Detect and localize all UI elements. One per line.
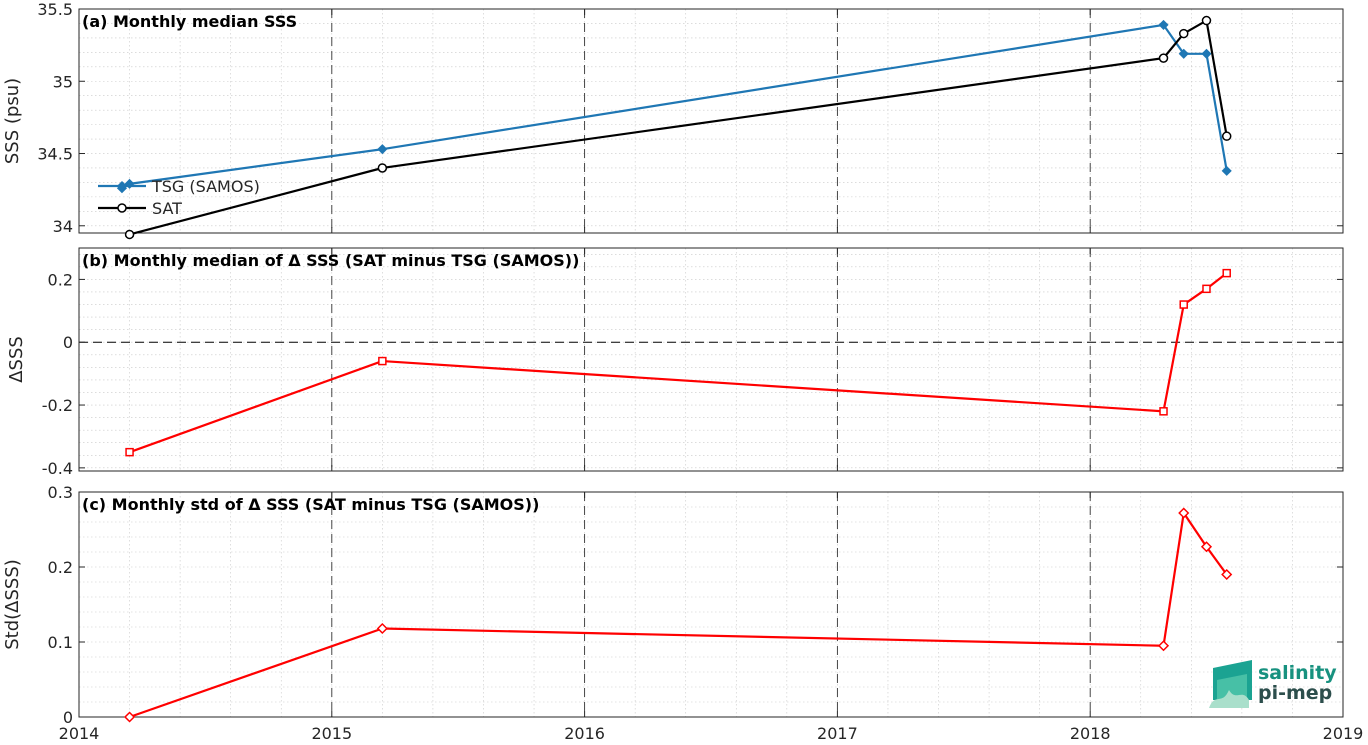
x-tick-label: 2016 — [564, 724, 605, 743]
axes-box — [78, 247, 1344, 472]
legend-marker — [116, 180, 128, 192]
y-tick-label: 0.2 — [48, 558, 73, 577]
data-point — [1202, 284, 1211, 294]
data-point — [123, 711, 136, 723]
series-delta — [123, 507, 1233, 723]
x-tick-label: 2019 — [1323, 724, 1364, 743]
axes-box — [78, 491, 1344, 718]
y-tick-label: 35.5 — [37, 0, 73, 19]
y-tick-label: 0.2 — [48, 270, 73, 289]
axes-box — [78, 8, 1344, 234]
data-point — [1158, 19, 1169, 30]
data-point — [1201, 15, 1212, 26]
data-point — [1158, 53, 1169, 63]
data-point — [377, 163, 388, 173]
logo-text-line2: pi-mep — [1258, 682, 1332, 704]
series-sat — [124, 15, 1232, 240]
y-axis-label: ΔSSS — [6, 336, 27, 383]
x-tick-label: 2014 — [59, 724, 100, 743]
salinity-pi-mep-logo: salinity pi-mep — [1209, 660, 1337, 708]
y-tick-label: 34.5 — [37, 145, 73, 164]
panel-b: -0.4 -0.2 0 0.2 ΔSSS (b) Monthly median of Δ … — [6, 247, 1344, 478]
panel-title: (a) Monthly median SSS — [82, 12, 297, 31]
legend: TSG (SAMOS) SAT — [98, 177, 260, 218]
y-tick-label: 0 — [63, 333, 73, 352]
data-point — [378, 356, 387, 366]
data-point — [1178, 507, 1190, 519]
series-delta — [125, 268, 1231, 457]
data-point — [125, 447, 134, 457]
data-point — [1221, 568, 1233, 581]
series-line — [121, 23, 1228, 190]
data-point — [124, 229, 135, 240]
y-tick-label: 35 — [53, 72, 73, 91]
series-line — [129, 272, 1228, 454]
logo-mark-icon — [1209, 660, 1252, 708]
series-line — [129, 510, 1228, 719]
y-axis-label: SSS (psu) — [2, 78, 23, 164]
panel-title: (b) Monthly median of Δ SSS (SAT minus T… — [82, 251, 579, 270]
y-axis-label: Std(ΔSSS) — [2, 559, 23, 650]
legend-marker — [117, 203, 127, 213]
x-tick-label: 2017 — [817, 724, 858, 743]
panel-c: 0 0.1 0.2 0.3 2014 2015 2016 2017 2018 2019 Std(ΔS… — [2, 483, 1363, 743]
x-tick-label: 2018 — [1070, 724, 1111, 743]
data-point — [1157, 640, 1170, 652]
logo-text-line1: salinity — [1258, 662, 1337, 684]
x-tick-label: 2015 — [311, 724, 352, 743]
y-tick-label: 0 — [63, 708, 73, 727]
panel-a: 34 34.5 35 35.5 SSS (psu) (a) Monthly median … — [2, 0, 1344, 240]
y-tick-label: 34 — [53, 217, 73, 236]
legend-label: TSG (SAMOS) — [151, 177, 260, 196]
minor-grid — [78, 248, 1344, 471]
data-point — [1221, 131, 1232, 141]
data-point — [1221, 165, 1232, 176]
series-line — [129, 18, 1228, 236]
y-tick-label: 0.3 — [48, 483, 73, 502]
data-point — [376, 622, 388, 635]
panel-title: (c) Monthly std of Δ SSS (SAT minus TSG … — [82, 495, 539, 514]
legend-label: SAT — [152, 199, 182, 218]
data-point — [1178, 48, 1189, 59]
data-point — [1159, 407, 1168, 416]
minor-grid — [78, 491, 1344, 718]
series-tsg-samos — [116, 19, 1232, 194]
data-point — [1201, 48, 1212, 59]
data-point — [1200, 541, 1213, 553]
y-tick-label: 0.1 — [48, 633, 73, 652]
data-point — [1179, 300, 1188, 309]
data-point — [377, 144, 388, 155]
y-tick-label: -0.2 — [42, 396, 73, 415]
data-point — [1222, 268, 1231, 278]
data-point — [1178, 28, 1189, 39]
y-tick-label: -0.4 — [42, 459, 73, 478]
